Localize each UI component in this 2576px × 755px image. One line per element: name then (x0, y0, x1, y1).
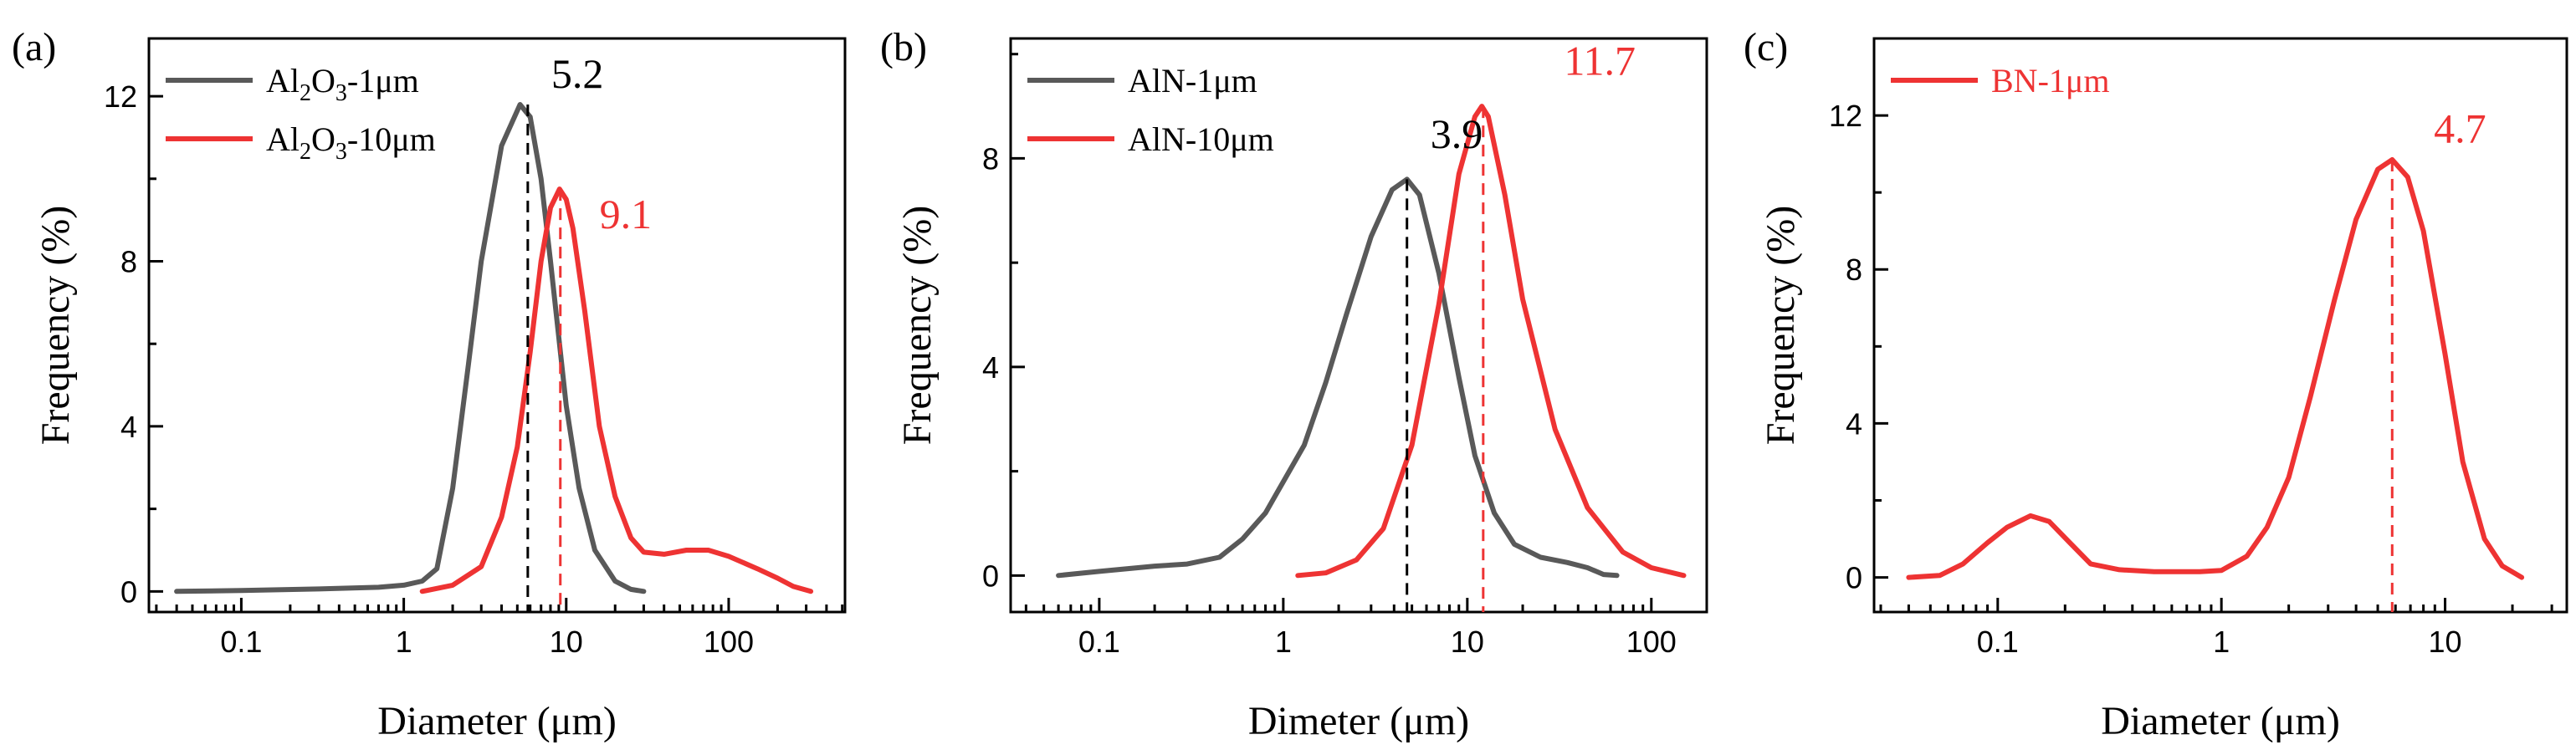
y-tick-label: 8 (120, 245, 137, 279)
y-tick-label: 4 (982, 350, 999, 385)
y-axis-label: Frequency (%) (1759, 206, 1803, 446)
x-axis-label: Diameter (μm) (377, 699, 617, 743)
x-tick-label: 10 (550, 625, 583, 659)
legend-subscript: 2 (300, 80, 311, 106)
x-tick-label: 1 (2213, 625, 2230, 659)
peak-label: 11.7 (1564, 38, 1636, 84)
legend-entry: BN-1μm (1991, 62, 2109, 99)
peak-label: 5.2 (551, 50, 604, 97)
peak-label: 3.9 (1431, 110, 1483, 157)
y-tick-label: 8 (1846, 253, 1862, 287)
series-line-1 (174, 102, 647, 594)
y-tick-label: 0 (982, 559, 999, 593)
legend-text-part: -10μm (347, 120, 436, 158)
y-tick-label: 12 (104, 79, 137, 114)
peak-label: 9.1 (600, 191, 653, 237)
y-tick-label: 4 (1846, 406, 1862, 441)
legend-subscript: 3 (335, 80, 347, 106)
panel-a: 0.1 1 10 100 0 4 8 12 Diameter (μm) Frequency (%)… (12, 25, 847, 743)
legend-text-part: Al (266, 62, 300, 99)
x-axis-label: Diameter (μm) (2101, 699, 2340, 743)
panel-label: (b) (880, 25, 927, 69)
legend-text-part: -1μm (347, 62, 419, 99)
x-tick-label: 10 (1451, 625, 1484, 659)
panel-c: 0.1 1 10 0 4 8 12 Diameter (μm) Frequency (%) (c)… (1744, 25, 2568, 743)
peak-label: 4.7 (2434, 105, 2486, 151)
plot-frame (1009, 37, 1708, 614)
y-tick-label: 8 (982, 141, 999, 176)
legend-text-part: Al (266, 120, 300, 158)
legend-entry: AlN-1μm (1128, 62, 1257, 99)
legend-entry: AlN-10μm (1128, 120, 1274, 158)
legend-entry: Al2O3-10μm (266, 120, 436, 165)
series-line-1 (1906, 157, 2525, 580)
y-tick-label: 0 (120, 574, 137, 609)
legend-subscript: 2 (300, 139, 311, 165)
panel-label: (c) (1744, 25, 1788, 69)
panel-label: (a) (12, 25, 56, 69)
x-tick-label: 0.1 (1977, 625, 2019, 659)
legend-subscript: 3 (335, 139, 347, 165)
x-tick-label: 100 (1626, 625, 1677, 659)
series-line-2 (1295, 104, 1687, 579)
x-tick-label: 10 (2429, 625, 2462, 659)
legend-text-part: O (311, 120, 335, 158)
legend-text-part: O (311, 62, 335, 99)
legend-entry: Al2O3-1μm (266, 62, 419, 106)
y-tick-label: 12 (1829, 99, 1862, 133)
y-axis-label: Frequency (%) (895, 206, 940, 446)
x-tick-label: 1 (396, 625, 412, 659)
y-tick-label: 4 (120, 410, 137, 444)
y-axis-label: Frequency (%) (33, 206, 78, 446)
x-tick-label: 100 (704, 625, 754, 659)
x-axis-label: Dimeter (μm) (1248, 699, 1469, 743)
series-line-1 (1056, 176, 1620, 579)
x-tick-label: 0.1 (1078, 625, 1120, 659)
plot-frame (147, 37, 847, 614)
y-tick-label: 0 (1846, 561, 1862, 595)
x-tick-label: 1 (1275, 625, 1292, 659)
panel-b: 0.1 1 10 100 0 4 8 Dimeter (μm) Frequency (%) (b)… (880, 25, 1708, 743)
x-tick-label: 0.1 (220, 625, 262, 659)
series-line-2 (419, 186, 814, 594)
